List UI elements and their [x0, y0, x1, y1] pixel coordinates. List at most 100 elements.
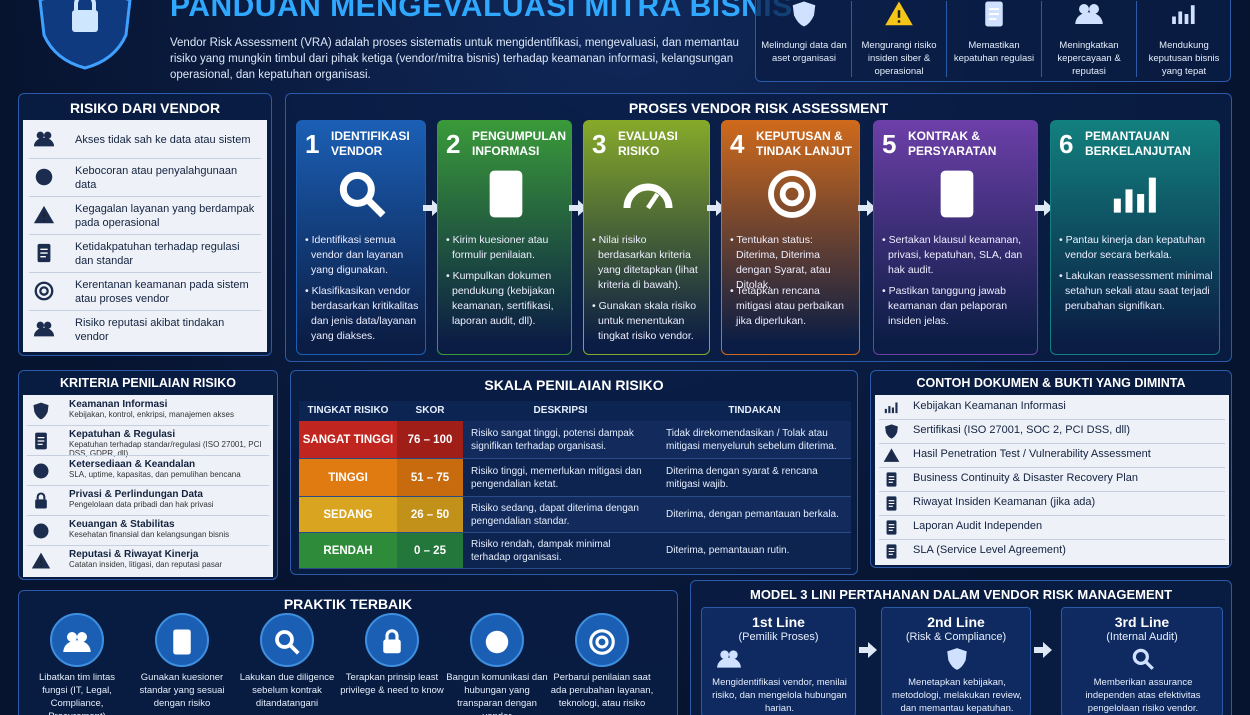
icon [63, 632, 91, 652]
criteria-detail: SLA, uptime, kapasitas, dan pemulihan be… [69, 470, 241, 479]
step-card: 5 KONTRAK & PERSYARATAN • Sertakan klausul… [873, 120, 1038, 355]
criteria-title: Privasi & Perlindungan Data [69, 489, 203, 500]
step-bullet: • Gunakan skala risiko untuk menentukan … [592, 300, 697, 342]
arrow [422, 200, 441, 216]
panel-title: SKALA PENILAIAN RISIKO [484, 377, 664, 393]
bullet-text: Pastikan tanggung jawab keamanan dan pel… [888, 285, 1008, 327]
divider [879, 419, 1225, 420]
table-cell: RENDAH [299, 533, 397, 569]
table-cell: Risiko sedang, dapat diterima dengan pen… [463, 497, 658, 533]
icon [489, 170, 522, 218]
icon [717, 650, 741, 668]
icon [1075, 4, 1103, 24]
description: Vendor Risk Assessment (VRA) adalah pros… [170, 37, 739, 81]
line-description: Memberikan assurance independen atas efe… [1085, 677, 1201, 714]
step-title: PENGUMPULAN INFORMASI [472, 129, 567, 158]
icon [792, 1, 816, 27]
divider [27, 455, 269, 456]
table-cell: SEDANG [299, 497, 397, 533]
bullet-text: Sertakan klausul keamanan, privasi, kepa… [888, 234, 1023, 276]
table-cell: Tidak direkomendasikan / Tolak atau miti… [658, 421, 851, 459]
icon [33, 523, 49, 539]
table-cell: 76 – 100 [397, 421, 463, 459]
step-card: 6 PEMANTAUAN BERKELANJUTAN • Pantau kinerj… [1050, 120, 1220, 355]
criteria-title: Reputasi & Riwayat Kinerja [69, 549, 199, 560]
practice-label: Perbarui penilaian saat ada perubahan la… [550, 672, 654, 709]
icon-circle [365, 613, 419, 667]
divider [879, 491, 1225, 492]
icon [883, 448, 900, 462]
bullet-text: Klasifikasikan vendor berdasarkan kritik… [311, 285, 419, 342]
step-bullet: • Pantau kinerja dan kepatuhan vendor se… [1059, 234, 1206, 261]
icon [886, 544, 897, 559]
divider [29, 234, 261, 235]
divider [27, 485, 269, 486]
risks-list: Akses tidak sah ke data atau sistem Keboc… [23, 120, 267, 352]
criteria-detail: Kebijakan, kontrol, enkripsi, manajemen … [69, 410, 234, 419]
bullet-text: Tetapkan rencana mitigasi atau perbaikan… [736, 285, 844, 327]
bullet-text: Tentukan status: Diterima, Diterima deng… [736, 234, 831, 291]
step-bullet: • Lakukan reassessment minimal setahun s… [1059, 270, 1213, 312]
document-item: Business Continuity & Disaster Recovery … [913, 472, 1138, 484]
divider [29, 310, 261, 311]
icon [767, 170, 816, 218]
step-bullet: • Tentukan status: Diterima, Diterima de… [730, 234, 831, 291]
divider [29, 196, 261, 197]
risk-item: Ketidakpatuhan terhadap regulasi dan sta… [75, 241, 240, 267]
step-number: 1 [305, 129, 320, 159]
scale-panel: SKALA PENILAIAN RISIKO TINGKAT RISIKO SKOR… [290, 370, 858, 575]
icon [31, 552, 51, 569]
arrow [859, 642, 877, 658]
line-title: 1st Line [752, 614, 805, 630]
step-number: 6 [1059, 129, 1074, 159]
step-title: PEMANTAUAN BERKELANJUTAN [1085, 129, 1191, 158]
practices-panel: PRAKTIK TERBAIK Libatkan tim lintas fungs… [18, 590, 678, 715]
risk-item: Risiko reputasi akibat tindakan vendor [75, 317, 225, 343]
table-header: TINGKAT RISIKO [299, 401, 397, 421]
panel-title: MODEL 3 LINI PERTAHANAN DALAM VENDOR RIS… [749, 587, 1173, 602]
practice-label: Terapkan prinsip least privilege & need … [340, 672, 444, 696]
step-title: KEPUTUSAN & TINDAK LANJUT [756, 129, 852, 158]
benefit-label: Meningkatkan kepercayaan & reputasi [1057, 40, 1121, 77]
icon-circle [50, 613, 104, 667]
icon [33, 321, 55, 337]
risk-item: Kebocoran atau penyalahgunaan data [75, 165, 238, 191]
icon [886, 520, 897, 535]
table-cell: Diterima, dengan pemantauan berkala. [658, 497, 851, 533]
panel-title: PRAKTIK TERBAIK [283, 596, 413, 612]
document-item: SLA (Service Level Agreement) [913, 544, 1066, 556]
risks-panel: RISIKO DARI VENDOR Akses tidak sah ke dat… [18, 93, 272, 356]
risk-item: Kerentanan keamanan pada sistem atau pro… [75, 279, 249, 305]
table-cell: Risiko sangat tinggi, potensi dampak sig… [463, 421, 658, 459]
divider [27, 425, 269, 426]
icon [275, 630, 300, 655]
bullet-text: Kumpulkan dokumen pendukung (kebijakan k… [452, 270, 555, 327]
icon [1172, 5, 1195, 24]
icon [383, 629, 401, 654]
arrow [1034, 642, 1052, 658]
benefits-box: Melindungi data dan aset organisasi Mengu… [755, 0, 1231, 82]
divider [29, 272, 261, 273]
icon [589, 629, 615, 655]
criteria-title: Keamanan Informasi [69, 399, 168, 410]
document-item: Kebijakan Keamanan Informasi [913, 400, 1066, 412]
icon [339, 171, 386, 218]
bullet-text: Identifikasi semua vendor dan layanan ya… [311, 234, 404, 276]
line-box: 2nd Line (Risk & Compliance) Menetapkan ke… [881, 607, 1031, 715]
step-bullet: • Kirim kuesioner atau formulir penilaia… [446, 234, 549, 261]
benefit-label: Memastikan kepatuhan regulasi [953, 40, 1035, 64]
icon [886, 496, 897, 511]
line-description: Menetapkan kebijakan, metodologi, melaku… [892, 677, 1022, 714]
icon [33, 131, 55, 147]
model-panel: MODEL 3 LINI PERTAHANAN DALAM VENDOR RIS… [690, 580, 1232, 715]
document-item: Sertifikasi (ISO 27001, SOC 2, PCI DSS, … [913, 424, 1131, 436]
line-role: (Pemilik Proses) [738, 631, 819, 643]
icon [33, 463, 49, 479]
icon [37, 243, 51, 263]
table-cell: TINGGI [299, 459, 397, 497]
practice-label: Lakukan due diligence sebelum kontrak di… [239, 672, 335, 709]
document-item: Riwayat Insiden Keamanan (jika ada) [913, 496, 1096, 508]
step-bullet: • Kumpulkan dokumen pendukung (kebijakan… [446, 270, 555, 327]
panel-title: RISIKO DARI VENDOR [69, 100, 221, 116]
risk-item: Akses tidak sah ke data atau sistem [75, 134, 251, 146]
